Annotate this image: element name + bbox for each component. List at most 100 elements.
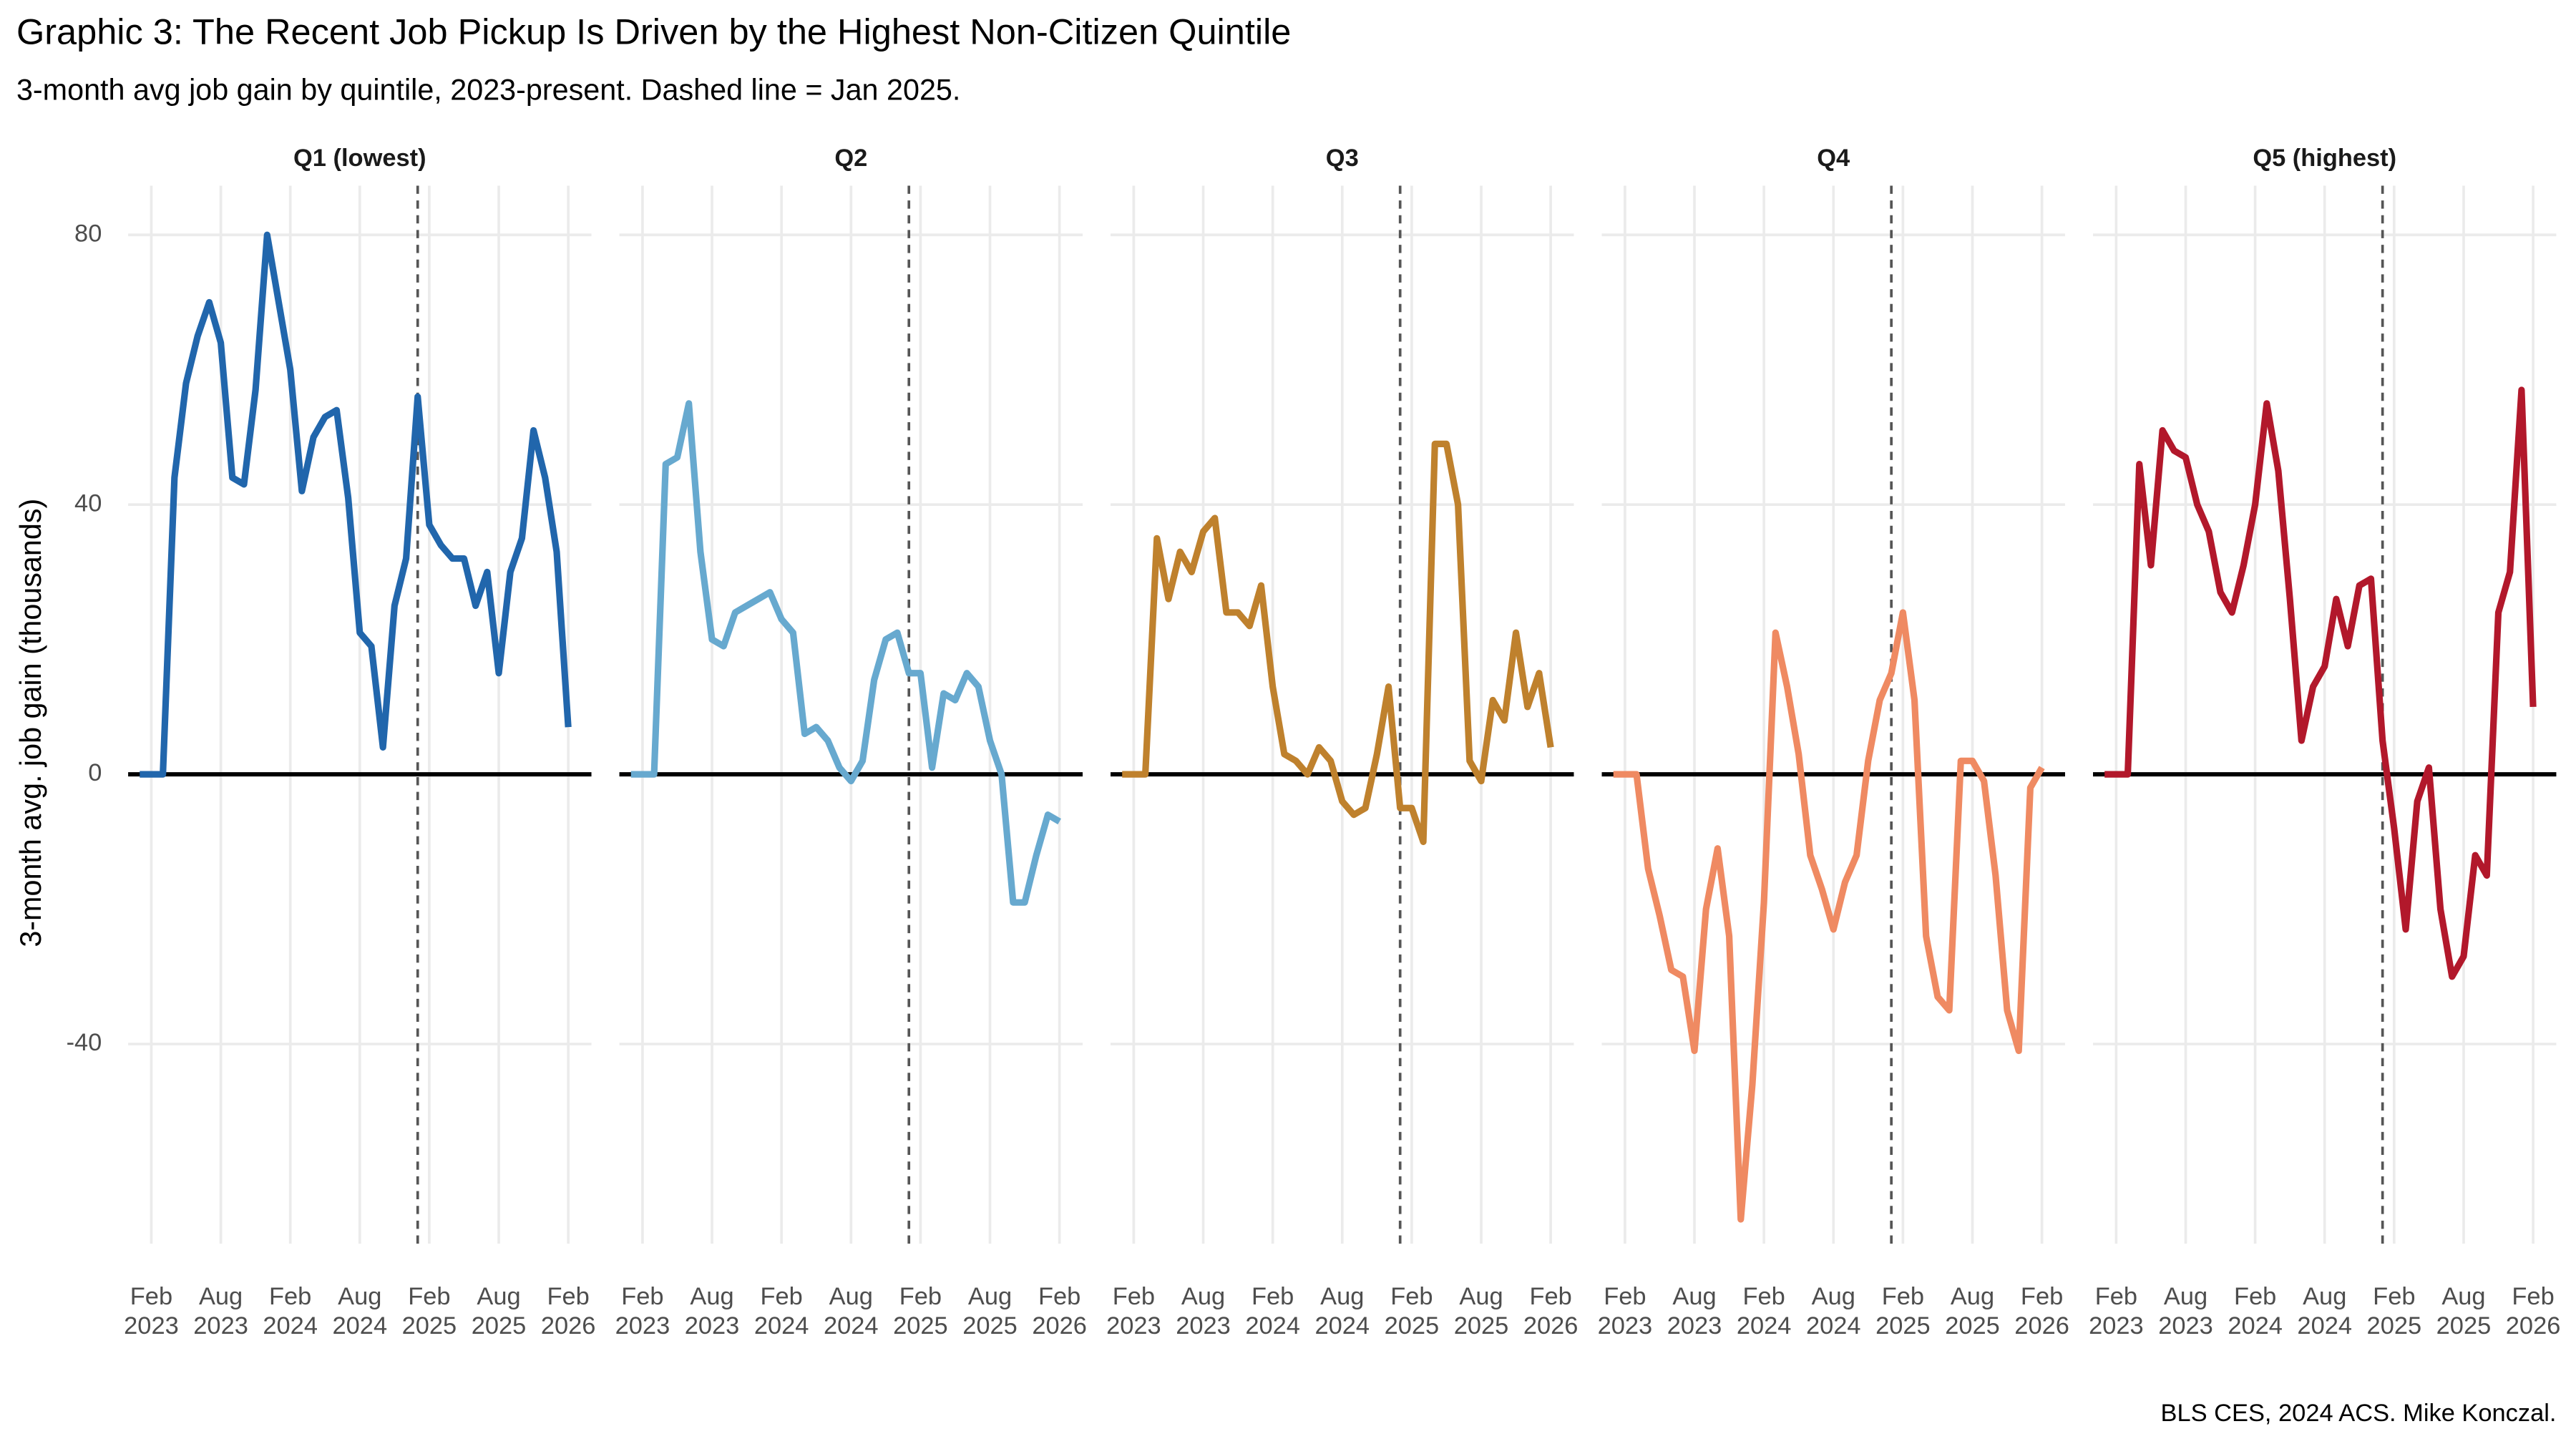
series-line [2104, 386, 2537, 980]
panel-title: Q2 [834, 145, 867, 172]
x-tick-label-line: Feb [1113, 1283, 1155, 1310]
x-tick-label-line: 2023 [1667, 1312, 1722, 1340]
x-tick-label: Feb 2024 [754, 1283, 809, 1340]
x-tick-label: Feb 2025 [2367, 1283, 2422, 1340]
x-tick-label-line: 2024 [2297, 1312, 2352, 1340]
x-tick-label-line: Feb [2095, 1283, 2137, 1310]
panel-title: Q5 (highest) [2253, 145, 2396, 172]
x-tick-label-line: Aug [1812, 1283, 1855, 1310]
x-tick-label: Feb 2023 [1598, 1283, 1653, 1340]
x-tick-label: Aug 2025 [962, 1283, 1018, 1340]
x-tick-label-line: 2023 [2089, 1312, 2144, 1340]
x-tick-label-line: 2024 [1314, 1312, 1370, 1340]
x-tick-label-line: Feb [2512, 1283, 2554, 1310]
x-tick-label: Feb 2023 [1106, 1283, 1161, 1340]
x-tick-label-line: Feb [547, 1283, 589, 1310]
x-tick-label-line: Feb [1529, 1283, 1571, 1310]
x-tick-label: Feb 2024 [2228, 1283, 2283, 1340]
x-tick-label-line: 2025 [1875, 1312, 1931, 1340]
x-tick-label-line: 2023 [2158, 1312, 2213, 1340]
y-tick-label: 0 [88, 759, 102, 786]
x-tick-label-line: Aug [1181, 1283, 1225, 1310]
x-tick-label-line: 2025 [893, 1312, 948, 1340]
panel-title: Q3 [1326, 145, 1359, 172]
x-tick-label-line: 2024 [263, 1312, 318, 1340]
x-tick-label: Feb 2023 [615, 1283, 670, 1340]
x-tick-label-line: 2024 [754, 1312, 809, 1340]
x-tick-label: Feb 2026 [1523, 1283, 1579, 1340]
x-tick-label-line: 2026 [2506, 1312, 2561, 1340]
series-line [630, 400, 1061, 906]
x-tick-label-line: 2024 [2228, 1312, 2283, 1340]
x-tick-label-line: 2026 [2014, 1312, 2069, 1340]
x-tick-label-line: Aug [968, 1283, 1012, 1310]
x-tick-label: Aug 2023 [2158, 1283, 2213, 1340]
x-tick-label: Aug 2024 [1314, 1283, 1370, 1340]
x-tick-label: Feb 2026 [541, 1283, 596, 1340]
x-tick-label: Aug 2023 [685, 1283, 740, 1340]
x-tick-label-line: Feb [1252, 1283, 1294, 1310]
x-tick-label-line: Aug [2303, 1283, 2346, 1310]
x-tick-label-line: Feb [2234, 1283, 2276, 1310]
x-tick-label-line: Feb [1390, 1283, 1433, 1310]
x-tick-label-line: 2023 [124, 1312, 179, 1340]
x-tick-label-line: 2025 [402, 1312, 457, 1340]
x-tick-label-line: 2026 [1523, 1312, 1579, 1340]
x-tick-label-line: 2023 [1106, 1312, 1161, 1340]
panel-title: Q4 [1817, 145, 1850, 172]
x-tick-label-line: 2025 [962, 1312, 1018, 1340]
x-tick-label-line: Aug [477, 1283, 520, 1310]
x-tick-label-line: 2024 [1737, 1312, 1792, 1340]
x-tick-label: Aug 2025 [2436, 1283, 2492, 1340]
x-tick-label: Feb 2026 [2506, 1283, 2561, 1340]
caption: BLS CES, 2024 ACS. Mike Konczal. [2161, 1400, 2557, 1427]
x-tick-label-line: Aug [2441, 1283, 2485, 1310]
x-tick-label-line: 2026 [1032, 1312, 1087, 1340]
x-tick-label-line: Feb [899, 1283, 942, 1310]
x-tick-label-line: Feb [761, 1283, 803, 1310]
x-tick-label-line: Aug [2164, 1283, 2207, 1310]
x-tick-label: Feb 2023 [124, 1283, 179, 1340]
x-tick-label-line: 2025 [1385, 1312, 1440, 1340]
x-tick-label: Feb 2026 [1032, 1283, 1087, 1340]
grid-layer [128, 185, 2557, 1244]
x-tick-label: Feb 2026 [2014, 1283, 2069, 1340]
x-tick-label-line: 2026 [541, 1312, 596, 1340]
y-tick-label: 40 [74, 489, 102, 517]
x-tick-label-line: Aug [199, 1283, 243, 1310]
x-tick-label-line: Feb [1882, 1283, 1924, 1310]
x-tick-label: Aug 2024 [2297, 1283, 2352, 1340]
x-tick-label-line: Feb [269, 1283, 311, 1310]
x-tick-label-line: 2023 [1176, 1312, 1231, 1340]
x-tick-label-line: 2024 [333, 1312, 388, 1340]
series-line [140, 231, 572, 778]
y-axis-label: 3-month avg. job gain (thousands) [14, 499, 47, 947]
x-tick-label: Feb 2025 [402, 1283, 457, 1340]
x-tick-label-line: Feb [1742, 1283, 1785, 1310]
x-tick-label: Aug 2025 [1454, 1283, 1509, 1340]
x-tick-label: Aug 2023 [1667, 1283, 1722, 1340]
x-tick-label-line: Feb [1038, 1283, 1080, 1310]
x-tick-label: Aug 2023 [1176, 1283, 1231, 1340]
x-tick-label: Feb 2023 [2089, 1283, 2144, 1340]
x-tick-label-line: Aug [1672, 1283, 1716, 1310]
x-tick-label: Aug 2024 [333, 1283, 388, 1340]
x-tick-label-line: 2025 [472, 1312, 527, 1340]
x-tick-label-line: 2024 [1806, 1312, 1861, 1340]
y-tick-label: -40 [67, 1029, 102, 1056]
x-tick-label-line: 2023 [1598, 1312, 1653, 1340]
x-tick-label-line: 2025 [2367, 1312, 2422, 1340]
x-tick-label-line: 2024 [824, 1312, 879, 1340]
x-tick-label-line: Aug [1951, 1283, 1994, 1310]
x-tick-label-line: Feb [1604, 1283, 1646, 1310]
x-tick-label-line: 2025 [1454, 1312, 1509, 1340]
x-tick-label-line: 2024 [1245, 1312, 1300, 1340]
x-tick-label: Feb 2024 [1737, 1283, 1792, 1340]
x-tick-label-line: Aug [338, 1283, 381, 1310]
x-tick-label-line: Feb [621, 1283, 663, 1310]
chart-subtitle: 3-month avg job gain by quintile, 2023-p… [16, 73, 960, 106]
x-tick-label-line: 2023 [685, 1312, 740, 1340]
x-tick-label: Feb 2024 [1245, 1283, 1300, 1340]
